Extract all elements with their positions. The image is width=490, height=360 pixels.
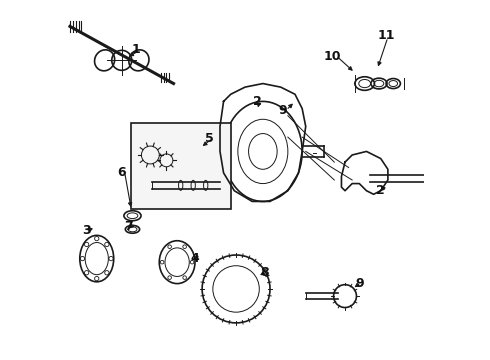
Text: 1: 1 (132, 43, 141, 56)
FancyBboxPatch shape (131, 123, 231, 208)
Text: 2: 2 (376, 184, 385, 197)
Text: 10: 10 (324, 50, 341, 63)
Text: 9: 9 (355, 277, 364, 290)
Text: 3: 3 (82, 224, 90, 237)
Text: 6: 6 (118, 166, 126, 179)
Text: 8: 8 (260, 266, 269, 279)
Text: 5: 5 (205, 132, 214, 145)
Text: 2: 2 (253, 95, 262, 108)
Text: 4: 4 (191, 252, 199, 265)
Text: 9: 9 (278, 104, 287, 117)
Text: 7: 7 (124, 220, 133, 233)
Text: 11: 11 (377, 29, 395, 42)
